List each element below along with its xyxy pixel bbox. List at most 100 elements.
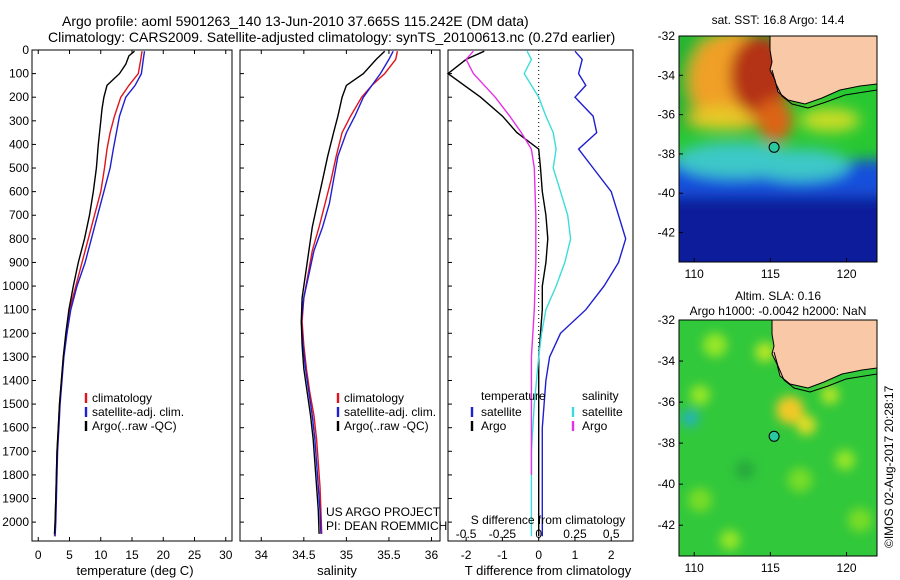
difference-axes-frame [447,49,634,542]
salinity-xtick-label: 35 [340,548,354,562]
temperature-xtick-label: 20 [157,548,171,562]
temperature-ytick-label: 1700 [2,444,29,458]
temperature-ytick-label: 1500 [2,397,29,411]
difference-xlabel: T difference from climatology [465,563,632,578]
temperature-ytick-label: 1300 [2,350,29,364]
temperature-legend-label: satellite-adj. clim. [92,405,184,419]
salinity-xtick-label: 36 [425,548,439,562]
difference-s-tick-label: -0.25 [489,527,517,541]
sla-land [771,320,877,389]
sst_map-ytick-label: -42 [658,226,676,240]
difference-legend-label: Argo [481,419,507,433]
sla_map-ytick-label: -34 [658,354,676,368]
sst-map-title: sat. SST: 16.8 Argo: 14.4 [712,13,845,27]
sla_map-xtick-label: 120 [837,561,857,575]
temperature-ytick-label: 400 [9,137,29,151]
temperature-ytick-label: 1900 [2,492,29,506]
salinity-legend-label: satellite-adj. clim. [344,405,436,419]
salinity-series-line-1 [300,50,394,534]
difference-series-line-3 [465,50,537,475]
salinity-panel: 34 34.5 35 35.5 36 salinity climatologysatel… [239,49,447,578]
temperature-ytick-label: 500 [9,161,29,175]
sst-argo-marker [768,141,780,153]
temperature-ytick-label: 300 [9,114,29,128]
salinity-xtick-label: 34.5 [292,548,316,562]
temperature-xtick-label: 10 [94,548,108,562]
temperature-ytick-label: 100 [9,67,29,81]
difference-legend-salinity-title: salinity [582,389,619,403]
sst_map-ytick-label: -32 [658,29,676,43]
temperature-xlabel: temperature (deg C) [76,563,193,578]
temperature-xtick-label: 0 [35,548,42,562]
sst_map-ytick-label: -38 [658,147,676,161]
sla_map-xtick-label: 115 [761,561,780,575]
difference-s-tick-label: 0.5 [603,527,620,541]
difference-legend-label: satellite [582,405,623,419]
salinity-legend-label: Argo(..raw -QC) [344,419,429,433]
difference-series-line-0 [541,50,627,537]
temperature-ytick-label: 800 [9,232,29,246]
sst-map-frame [678,35,878,263]
salinity-legend-label: climatology [344,391,404,405]
sla_map-ytick-label: -40 [658,477,676,491]
difference-series-line-2 [523,50,572,537]
sla-map-title: Altim. SLA: 0.16 [735,289,821,303]
header-line1: Argo profile: aoml 5901263_140 13-Jun-20… [62,13,529,29]
temperature-xtick-label: 25 [188,548,202,562]
sst_map-xtick-label: 115 [761,267,780,281]
difference-panel: -2 -1 0 1 2 -0.5 -0.25 0 0.25 0.5 T difference fr… [446,49,634,578]
temperature-series-line-2 [53,50,135,534]
sla_map-ytick-label: -42 [658,518,676,532]
difference-legend-temperature-title: temperature [481,389,546,403]
difference-xtick-label: 2 [608,548,615,562]
salinity-series-line-0 [301,51,399,534]
temperature-ytick-label: 1100 [3,303,29,317]
temperature-ytick-label: 900 [9,255,29,269]
sst-land [769,36,877,105]
difference-legend-label: Argo [582,419,608,433]
sla-map-panel: Altim. SLA: 0.16 Argo h1000: -0.0042 h20… [658,289,878,575]
temperature-xtick-label: 30 [219,548,233,562]
sla-argo-marker [768,430,780,442]
salinity-xtick-label: 34 [255,548,269,562]
temperature-ytick-label: 1200 [2,326,29,340]
temperature-ytick-label: 700 [9,208,29,222]
salinity-series-line-2 [300,50,386,534]
difference-xtick-label: 1 [572,548,579,562]
imos-credit: ©IMOS 02-Aug-2017 20:28:17 [882,385,896,548]
temperature-ytick-label: 1600 [2,421,29,435]
difference-s-tick-label: 0.25 [563,527,587,541]
pi-credit: PI: DEAN ROEMMICH [326,519,447,533]
header-line2: Climatology: CARS2009. Satellite-adjuste… [48,29,615,45]
temperature-ytick-label: 1000 [2,279,29,293]
temperature-ytick-label: 0 [22,43,29,57]
sst-map-panel: sat. SST: 16.8 Argo: 14.4 110 115 120 -32 -3… [658,13,878,281]
salinity-xlabel: salinity [317,563,357,578]
temperature-legend-label: climatology [92,391,152,405]
difference-s-tick-label: 0 [535,527,542,541]
project-credit: US ARGO PROJECT [326,505,441,519]
temperature-ytick-label: 200 [9,90,29,104]
temperature-ytick-label: 1400 [2,373,29,387]
difference-xlabel-top: S difference from climatology [471,513,626,527]
temperature-ytick-label: 1800 [2,468,29,482]
sst_map-xtick-label: 110 [685,267,704,281]
difference-legend-label: satellite [481,405,522,419]
difference-xtick-label: 0 [535,548,542,562]
difference-series-line-1 [446,50,549,537]
difference-legend: temperature salinitysatelliteArgosatellit… [470,389,623,433]
temperature-axes-frame [31,49,233,542]
sla_map-ytick-label: -32 [658,313,676,327]
difference-xtick-label: -2 [461,548,472,562]
temperature-ytick-label: 2000 [2,515,29,529]
temperature-panel: 0 5 10 15 20 25 300100200300400500600700800900… [2,43,232,578]
sst_map-ytick-label: -36 [658,108,676,122]
temperature-legend-label: Argo(..raw -QC) [92,419,177,433]
temperature-xtick-label: 5 [66,548,73,562]
sla-map-subtitle: Argo h1000: -0.0042 h2000: NaN [690,304,867,318]
difference-xtick-label: -1 [497,548,508,562]
sla-map-frame [678,319,878,557]
